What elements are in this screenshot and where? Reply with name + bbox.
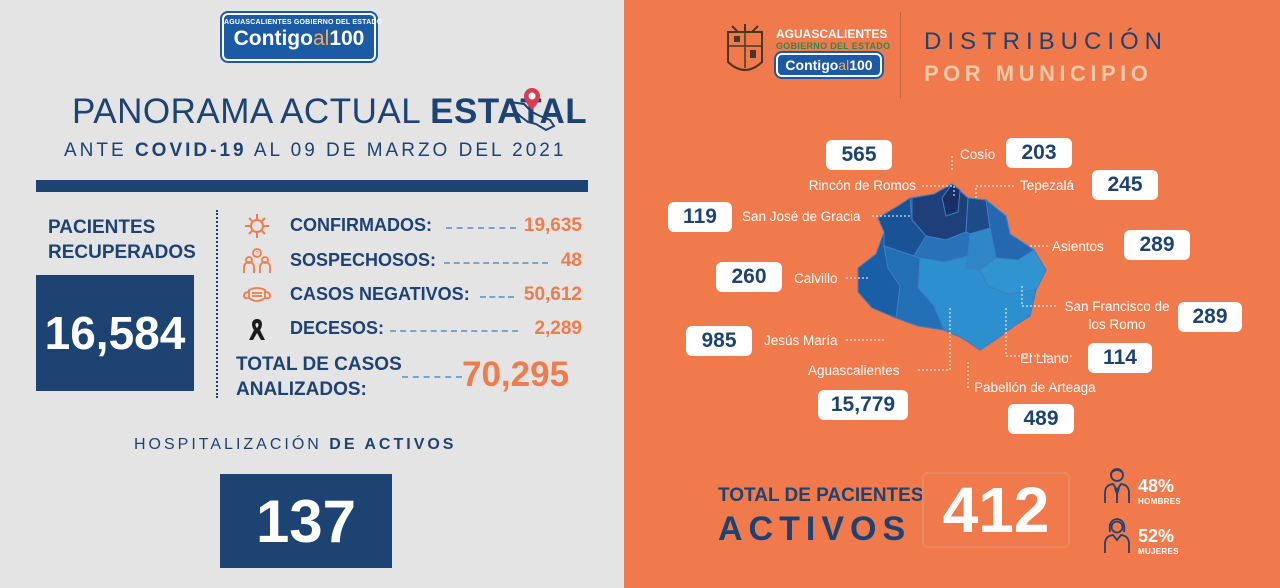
logo-word-100: 100 bbox=[329, 27, 365, 50]
recovered-label-line1: PACIENTES bbox=[48, 217, 156, 238]
municipality-name-san-francisco-de-los-romo: San Francisco de los Romo bbox=[1064, 299, 1170, 332]
vertical-divider bbox=[216, 210, 218, 398]
map-region-cosio bbox=[941, 183, 961, 217]
municipality-value-tepezala: 245 bbox=[1092, 170, 1158, 200]
header-state-name: AGUASCALIENTES bbox=[776, 27, 888, 41]
distribution-subheading: POR MUNICIPIO bbox=[924, 61, 1153, 86]
logo-word-al: al bbox=[312, 27, 330, 50]
contigo-al-100-logo: AGUASCALIENTES GOBIERNO DEL ESTADO Conti… bbox=[222, 13, 383, 61]
stat-value: 19,635 bbox=[523, 215, 582, 236]
total-analyzed-value: 70,295 bbox=[462, 355, 570, 394]
dashed-leader bbox=[480, 296, 514, 298]
face-mask-icon bbox=[243, 287, 271, 302]
aguascalientes-state-map bbox=[857, 183, 1047, 351]
stat-value: 48 bbox=[560, 250, 582, 271]
municipality-value-asientos: 289 bbox=[1124, 230, 1190, 260]
municipality-name-jesus-maria: Jesús María bbox=[764, 333, 838, 348]
divider-bar bbox=[36, 180, 588, 192]
map-region-jesus-maria bbox=[883, 245, 945, 331]
municipality-name-el-llano: El Llano bbox=[1020, 351, 1069, 366]
woman-icon bbox=[1104, 518, 1130, 553]
municipality-name-cosio: Cosío bbox=[960, 147, 996, 162]
dashed-leader bbox=[402, 376, 462, 378]
municipality-value-rincon-de-romos: 565 bbox=[826, 140, 892, 170]
stat-label: CONFIRMADOS: bbox=[290, 215, 432, 235]
contigo-al-100-logo: Contigoal100 bbox=[776, 53, 882, 77]
distribution-heading: DISTRIBUCIÓN bbox=[924, 28, 1169, 55]
municipality-name-tepezala: Tepezalá bbox=[1020, 178, 1075, 193]
active-patients-label-line1: TOTAL DE PACIENTES bbox=[718, 485, 924, 506]
mourning-ribbon-icon bbox=[249, 319, 265, 340]
stat-label: SOSPECHOSOS: bbox=[290, 250, 437, 270]
hospitalization-label: HOSPITALIZACIÓN DE ACTIVOS bbox=[134, 436, 456, 454]
map-leader-lines bbox=[846, 156, 1072, 388]
total-analyzed-label-line2: ANALIZADOS: bbox=[236, 379, 367, 400]
men-label: HOMBRES bbox=[1138, 497, 1181, 506]
page-subtitle-covid: COVID-19 bbox=[134, 140, 247, 161]
municipality-name-calvillo: Calvillo bbox=[794, 271, 838, 286]
hospitalization-label-part1: HOSPITALIZACIÓN bbox=[134, 436, 330, 453]
man-icon bbox=[1104, 468, 1130, 503]
recovered-label-line2: RECUPERADOS bbox=[48, 242, 196, 263]
municipality-value-cosio: 203 bbox=[1006, 138, 1072, 168]
stat-label: DECESOS: bbox=[290, 318, 385, 338]
header-divider bbox=[900, 12, 901, 98]
virus-icon bbox=[245, 214, 269, 238]
municipality-value-calvillo: 260 bbox=[716, 262, 782, 292]
women-label: MUJERES bbox=[1138, 547, 1179, 556]
municipality-value-san-francisco-de-los-romo: 289 bbox=[1178, 302, 1242, 332]
municipality-value-jesus-maria: 985 bbox=[686, 326, 752, 356]
right-panel: AGUASCALIENTES GOBIERNO DEL ESTADO Conti… bbox=[624, 0, 1280, 588]
active-patients-label-line2: ACTIVOS bbox=[718, 510, 912, 548]
state-coat-of-arms-icon bbox=[727, 24, 763, 71]
total-analyzed-label: TOTAL DE CASOS ANALIZADOS: bbox=[236, 352, 402, 402]
page-title-part1: PANORAMA ACTUAL bbox=[72, 92, 431, 131]
dashed-leader bbox=[446, 227, 516, 229]
logo-government-text: AGUASCALIENTES GOBIERNO DEL ESTADO bbox=[224, 19, 383, 26]
stat-row-confirmed: CONFIRMADOS: 19,635 bbox=[240, 213, 582, 239]
active-patients-value: 412 bbox=[942, 474, 1050, 546]
stat-row-deaths: DECESOS: 2,289 bbox=[240, 316, 582, 342]
municipality-name-asientos: Asientos bbox=[1052, 239, 1104, 254]
hospitalization-value: 137 bbox=[220, 474, 392, 568]
municipality-name-pabellon-de-arteaga: Pabellón de Arteaga bbox=[974, 380, 1096, 395]
active-patients-frame bbox=[922, 472, 1070, 548]
logo-word-contigo: Contigo bbox=[785, 57, 839, 73]
stat-row-negative: CASOS NEGATIVOS: 50,612 bbox=[240, 282, 582, 308]
recovered-value: 16,584 bbox=[36, 275, 194, 391]
logo-word-al: al bbox=[838, 57, 850, 73]
stat-row-suspected: ? SOSPECHOSOS: 48 bbox=[240, 248, 582, 274]
recovered-label: PACIENTES RECUPERADOS bbox=[48, 215, 196, 265]
municipality-name-san-jose-de-gracia: San José de Gracia bbox=[742, 209, 861, 224]
left-panel: AGUASCALIENTES GOBIERNO DEL ESTADO Conti… bbox=[0, 0, 624, 588]
municipality-name-rincon-de-romos: Rincón de Romos bbox=[808, 178, 916, 193]
dashed-leader bbox=[390, 330, 518, 332]
logo-slogan: Contigoal100 bbox=[224, 26, 374, 52]
page-subtitle-date: AL 09 DE MARZO DEL 2021 bbox=[246, 140, 567, 161]
total-analyzed-label-line1: TOTAL DE CASOS bbox=[236, 354, 402, 375]
stat-value: 50,612 bbox=[523, 284, 582, 305]
municipality-value-pabellon-de-arteaga: 489 bbox=[1008, 404, 1074, 434]
men-percentage: 48% bbox=[1138, 476, 1175, 496]
suspect-people-icon: ? bbox=[243, 248, 271, 273]
page-subtitle-part1: ANTE bbox=[64, 140, 135, 161]
header-government-text: GOBIERNO DEL ESTADO bbox=[776, 41, 891, 51]
logo-word-contigo: Contigo bbox=[233, 27, 313, 50]
stat-value: 2,289 bbox=[534, 318, 582, 339]
dashed-leader bbox=[444, 262, 548, 264]
municipality-value-el-llano: 114 bbox=[1088, 343, 1152, 373]
mexico-map-pin-icon bbox=[508, 88, 556, 132]
municipality-value-san-jose-de-gracia: 119 bbox=[668, 202, 732, 232]
page-title-part2: ESTATAL bbox=[430, 92, 588, 131]
logo-word-100: 100 bbox=[849, 57, 873, 73]
logo-slogan: Contigoal100 bbox=[778, 55, 880, 75]
svg-text:?: ? bbox=[255, 252, 259, 258]
municipality-name-aguascalientes: Aguascalientes bbox=[808, 363, 900, 378]
page-title: PANORAMA ACTUAL ESTATAL bbox=[72, 92, 587, 132]
women-percentage: 52% bbox=[1138, 526, 1175, 546]
municipality-value-aguascalientes: 15,779 bbox=[818, 390, 908, 420]
page-subtitle: ANTE COVID-19 AL 09 DE MARZO DEL 2021 bbox=[64, 140, 566, 162]
stat-label: CASOS NEGATIVOS: bbox=[290, 284, 470, 304]
hospitalization-label-part2: DE ACTIVOS bbox=[329, 436, 457, 453]
